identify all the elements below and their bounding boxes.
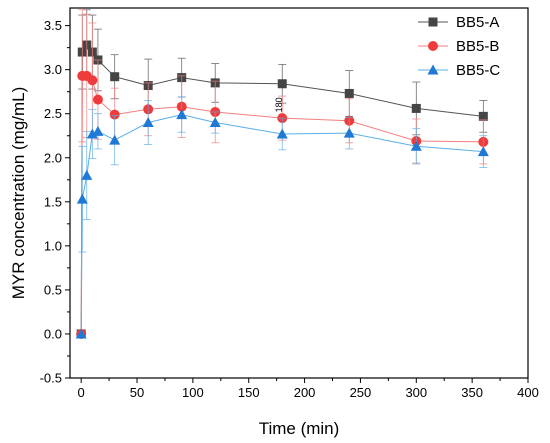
data-point <box>110 72 120 82</box>
x-tick-label: 350 <box>461 385 483 400</box>
legend-marker <box>428 41 438 51</box>
data-point <box>410 140 422 151</box>
data-point <box>344 88 354 98</box>
x-tick-label: 50 <box>130 385 144 400</box>
series-BB5-A <box>76 9 488 339</box>
legend-label: BB5-B <box>456 38 499 55</box>
legend-marker <box>427 64 439 75</box>
data-point <box>411 103 421 113</box>
y-tick-label: 2.5 <box>44 106 62 121</box>
x-tick-label: 0 <box>78 385 85 400</box>
legend-marker <box>428 17 438 27</box>
x-tick-label: 250 <box>350 385 372 400</box>
data-point <box>478 111 488 121</box>
legend-label: BB5-C <box>456 62 500 79</box>
y-tick-label: 0.5 <box>44 282 62 297</box>
y-tick-label: 1.0 <box>44 238 62 253</box>
data-point <box>276 128 288 139</box>
y-tick-label: 3.5 <box>44 18 62 33</box>
y-tick-label: -0.5 <box>40 371 62 386</box>
legend-item-BB5-C: BB5-C <box>418 62 500 79</box>
series-BB5-B <box>76 9 489 339</box>
data-point <box>477 146 489 157</box>
legend-item-BB5-A: BB5-A <box>418 14 499 31</box>
legend-item-BB5-B: BB5-B <box>418 38 499 55</box>
data-point <box>109 109 120 120</box>
x-axis-title: Time (min) <box>259 419 340 438</box>
data-point <box>209 117 221 128</box>
annotation-label: 180 <box>274 97 284 112</box>
data-point <box>343 127 355 138</box>
plot-area: 180 <box>75 9 489 339</box>
data-point <box>109 134 121 145</box>
y-tick-label: 0.0 <box>44 326 62 341</box>
y-axis-title: MYR concentration (mg/mL) <box>9 87 28 300</box>
series-BB5-C <box>75 96 489 339</box>
data-point <box>176 109 188 120</box>
data-point <box>86 128 98 139</box>
data-point <box>92 94 103 105</box>
plot-frame <box>69 7 529 379</box>
y-tick-label: 2.0 <box>44 150 62 165</box>
x-tick-label: 150 <box>238 385 260 400</box>
x-tick-label: 300 <box>405 385 427 400</box>
x-tick-label: 200 <box>294 385 316 400</box>
data-point <box>75 328 87 339</box>
data-point <box>92 125 104 136</box>
y-tick-label: 3.0 <box>44 62 62 77</box>
data-point <box>81 169 93 180</box>
x-tick-label: 100 <box>182 385 204 400</box>
x-tick-label: 400 <box>517 385 539 400</box>
y-tick-label: 1.5 <box>44 194 62 209</box>
legend: BB5-A BB5-B BB5-C <box>418 14 500 79</box>
data-point <box>76 193 88 204</box>
data-point <box>87 75 98 86</box>
legend-label: BB5-A <box>456 14 499 31</box>
data-point <box>142 117 154 128</box>
axes: 0 50 100 150 200 250 300 350 400 -0.5 0.0 0.5 1.0 1.5… <box>40 7 539 400</box>
data-point <box>277 79 287 89</box>
